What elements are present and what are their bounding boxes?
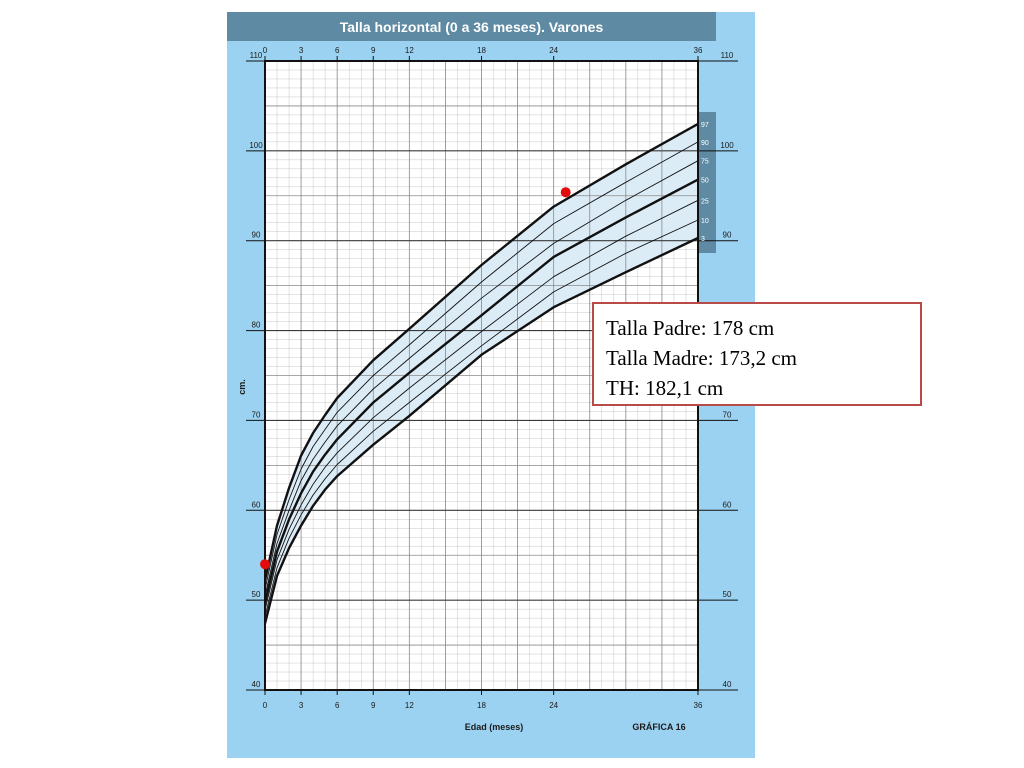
y-tick-label-right: 110: [721, 51, 734, 60]
x-tick-label-top: 0: [263, 46, 268, 55]
father-height-text: Talla Padre: 178 cm: [606, 316, 775, 340]
figure-label: GRÁFICA 16: [632, 722, 685, 732]
percentile-label-strip: [699, 112, 716, 253]
x-tick-label-bottom: 24: [549, 701, 558, 710]
percentile-label-75: 75: [701, 159, 709, 166]
measurement-point: [560, 187, 571, 198]
x-tick-label-bottom: 12: [405, 701, 414, 710]
chart-title: Talla horizontal (0 a 36 meses). Varones: [227, 12, 716, 41]
y-tick-label-left: 60: [252, 500, 261, 509]
measurement-point: [260, 559, 270, 570]
target-height-text: TH: 182,1 cm: [606, 376, 724, 400]
major-grid: [265, 61, 698, 690]
axis-labels: cm. Edad (meses) GRÁFICA 16: [237, 379, 686, 732]
y-tick-label-left: 90: [252, 231, 261, 240]
percentile-label-3: 3: [701, 236, 705, 243]
x-tick-label-top: 12: [405, 46, 414, 55]
measurement-points: [260, 187, 571, 570]
x-tick-label-top: 18: [477, 46, 486, 55]
mother-height-text: Talla Madre: 173,2 cm: [606, 346, 797, 370]
x-tick-label-bottom: 9: [371, 701, 376, 710]
x-tick-label-top: 36: [694, 46, 703, 55]
x-axis-label: Edad (meses): [465, 722, 524, 732]
percentile-curve-90: [264, 141, 699, 590]
percentile-label-97: 97: [701, 122, 709, 129]
y-tick-label-right: 60: [723, 500, 732, 509]
percentile-label-50: 50: [701, 178, 709, 185]
x-tick-label-bottom: 0: [263, 701, 268, 710]
percentile-label-90: 90: [701, 140, 709, 147]
percentile-curve-3: [263, 236, 699, 624]
x-tick-label-top: 3: [299, 46, 304, 55]
y-tick-label-left: 80: [252, 321, 261, 330]
percentile-curve-97: [263, 122, 699, 581]
y-tick-label-right: 100: [720, 141, 734, 150]
percentile-curve-25: [264, 199, 699, 611]
percentile-curve-10: [264, 219, 699, 617]
y-tick-label-left: 50: [252, 590, 261, 599]
parental-height-box: Talla Padre: 178 cm Talla Madre: 173,2 c…: [592, 302, 922, 406]
x-tick-label-top: 9: [371, 46, 376, 55]
x-tick-label-top: 6: [335, 46, 340, 55]
y-tick-label-left: 70: [252, 410, 261, 419]
percentile-label-25: 25: [701, 198, 709, 205]
x-tick-label-bottom: 3: [299, 701, 304, 710]
y-tick-label-left: 100: [249, 141, 263, 150]
y-tick-label-right: 90: [723, 231, 732, 240]
x-tick-label-top: 24: [549, 46, 558, 55]
x-tick-label-bottom: 6: [335, 701, 340, 710]
x-tick-label-bottom: 36: [694, 701, 703, 710]
percentile-curve-50: [263, 178, 699, 604]
percentile-curve-75: [264, 160, 699, 596]
y-tick-label-right: 40: [723, 680, 732, 689]
y-tick-label-right: 70: [723, 410, 732, 419]
y-tick-label-left: 40: [252, 680, 261, 689]
percentile-curves: [263, 122, 699, 624]
x-tick-label-bottom: 18: [477, 701, 486, 710]
percentile-label-10: 10: [701, 218, 709, 225]
y-tick-label-left: 110: [250, 51, 263, 60]
y-tick-label-right: 50: [723, 590, 732, 599]
y-axis-label: cm.: [237, 379, 247, 395]
